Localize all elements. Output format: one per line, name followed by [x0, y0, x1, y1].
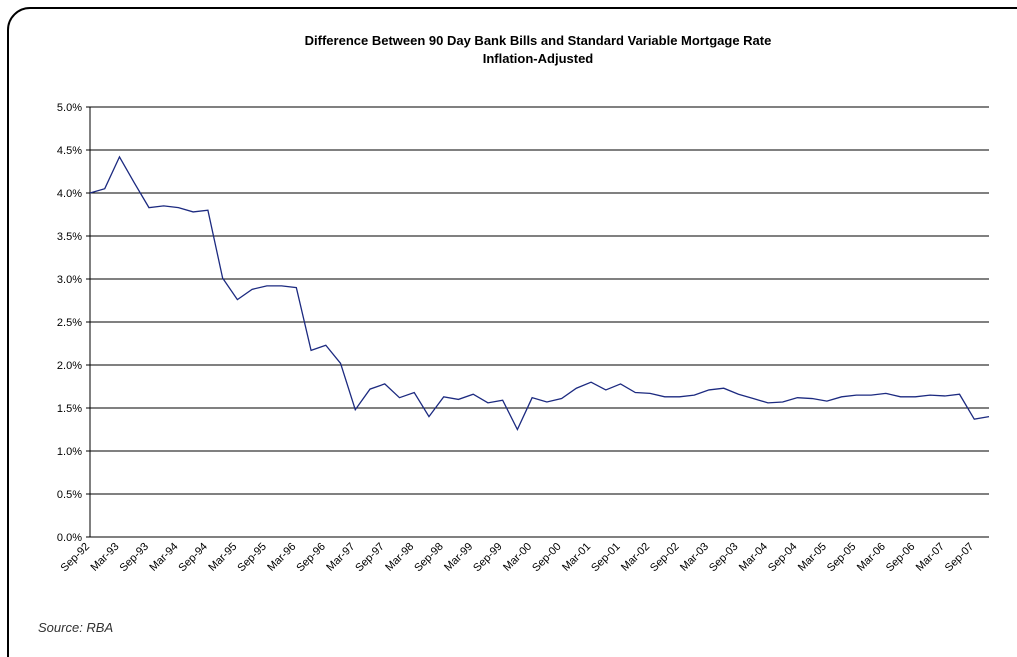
y-tick-label: 5.0%	[57, 102, 82, 114]
x-tick-label: Mar-99	[442, 541, 475, 574]
x-tick-label: Mar-96	[265, 541, 298, 574]
x-tick-label: Mar-06	[855, 541, 888, 574]
x-tick-label: Mar-01	[560, 541, 593, 574]
x-tick-label: Sep-95	[235, 541, 269, 575]
x-tick-label: Mar-95	[206, 541, 239, 574]
x-tick-label: Sep-03	[707, 541, 741, 575]
x-tick-label: Mar-00	[501, 541, 534, 574]
y-tick-label: 4.0%	[57, 188, 82, 200]
x-tick-label: Sep-99	[471, 541, 505, 575]
x-tick-label: Mar-97	[324, 541, 357, 574]
chart-subtitle: Inflation-Adjusted	[483, 51, 594, 66]
y-tick-label: 0.5%	[57, 489, 82, 501]
y-tick-label: 2.0%	[57, 360, 82, 372]
x-tick-label: Mar-07	[914, 541, 947, 574]
x-tick-label: Mar-94	[147, 541, 180, 574]
x-tick-label: Sep-97	[353, 541, 387, 575]
x-tick-label: Mar-93	[88, 541, 121, 574]
x-tick-label: Sep-05	[825, 541, 859, 575]
x-tick-label: Sep-92	[59, 541, 93, 575]
frame	[7, 7, 1017, 657]
y-tick-label: 0.0%	[57, 532, 82, 544]
x-tick-label: Mar-05	[796, 541, 829, 574]
x-tick-label: Sep-04	[766, 541, 800, 575]
x-tick-label: Sep-93	[117, 541, 151, 575]
y-tick-label: 1.5%	[57, 403, 82, 415]
x-tick-label: Sep-96	[294, 541, 328, 575]
x-tick-label: Mar-98	[383, 541, 416, 574]
x-tick-label: Sep-94	[176, 541, 210, 575]
x-tick-label: Sep-01	[589, 541, 623, 575]
x-tick-label: Mar-02	[619, 541, 652, 574]
y-tick-label: 1.0%	[57, 446, 82, 458]
chart-title: Difference Between 90 Day Bank Bills and…	[305, 33, 772, 48]
y-tick-label: 4.5%	[57, 145, 82, 157]
y-tick-label: 2.5%	[57, 317, 82, 329]
x-tick-label: Sep-02	[648, 541, 682, 575]
x-tick-label: Sep-98	[412, 541, 446, 575]
data-line	[89, 155, 990, 431]
source-note: Source: RBA	[38, 620, 113, 635]
x-tick-label: Sep-06	[884, 541, 918, 575]
x-tick-label: Sep-07	[943, 541, 977, 575]
x-tick-label: Mar-03	[678, 541, 711, 574]
x-tick-label: Sep-00	[530, 541, 564, 575]
x-tick-label: Mar-04	[737, 541, 770, 574]
y-tick-label: 3.5%	[57, 231, 82, 243]
y-tick-label: 3.0%	[57, 274, 82, 286]
